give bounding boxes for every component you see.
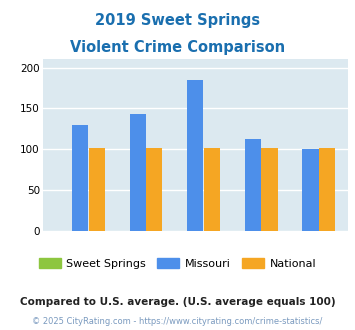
Text: Violent Crime Comparison: Violent Crime Comparison: [70, 40, 285, 54]
Bar: [89, 148, 105, 231]
Legend: Sweet Springs, Missouri, National: Sweet Springs, Missouri, National: [34, 254, 321, 273]
Bar: [72, 125, 88, 231]
Text: 2019 Sweet Springs: 2019 Sweet Springs: [95, 13, 260, 28]
Bar: [302, 149, 318, 231]
Bar: [130, 114, 146, 231]
Bar: [262, 148, 278, 231]
Bar: [204, 148, 220, 231]
Text: Compared to U.S. average. (U.S. average equals 100): Compared to U.S. average. (U.S. average …: [20, 297, 335, 307]
Bar: [146, 148, 163, 231]
Bar: [187, 80, 203, 231]
Bar: [245, 140, 261, 231]
Bar: [319, 148, 335, 231]
Text: © 2025 CityRating.com - https://www.cityrating.com/crime-statistics/: © 2025 CityRating.com - https://www.city…: [32, 317, 323, 326]
